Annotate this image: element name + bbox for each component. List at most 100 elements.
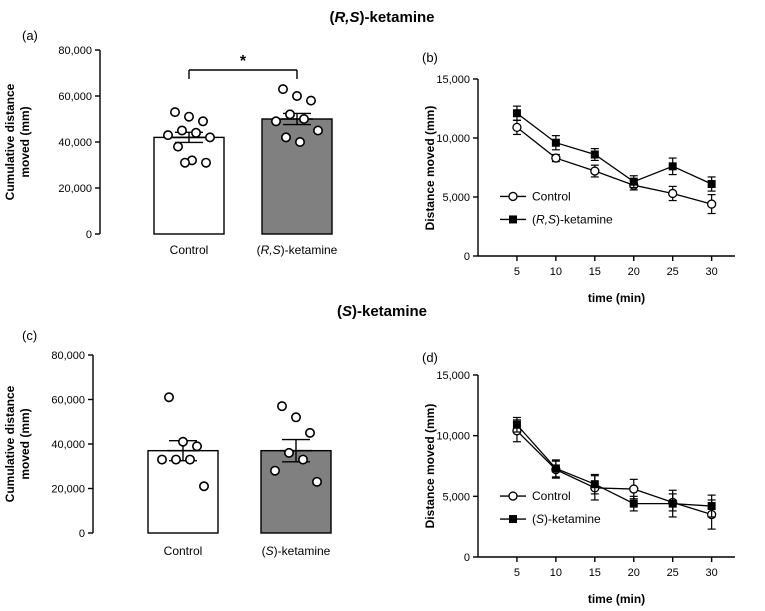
- significance-marker: *: [240, 53, 247, 70]
- data-point: [590, 166, 600, 176]
- data-point: [163, 130, 174, 141]
- y-tick-label: 60,000: [58, 91, 92, 103]
- y-tick-label: 10,000: [436, 133, 470, 145]
- y-tick-label: 5,000: [442, 192, 470, 204]
- data-point: [157, 454, 168, 465]
- data-point: [290, 412, 301, 423]
- x-tick-label: 20: [628, 266, 640, 278]
- data-point: [280, 132, 291, 143]
- data-point: [269, 465, 280, 476]
- data-point: [668, 162, 677, 171]
- data-point: [312, 125, 323, 136]
- data-point: [191, 127, 202, 138]
- x-tick-label: 5: [514, 567, 520, 579]
- data-point: [270, 116, 281, 127]
- data-point: [205, 132, 216, 143]
- panel-label: (a): [22, 28, 38, 43]
- data-point: [512, 122, 522, 133]
- category-label: (R,S)-ketamine: [257, 243, 338, 257]
- legend-label: Control: [532, 489, 571, 503]
- x-tick-label: 15: [589, 567, 601, 579]
- series-line: [516, 126, 712, 205]
- data-point: [192, 441, 203, 452]
- x-tick-label: 25: [667, 567, 679, 579]
- section-title: (S)-ketamine: [337, 303, 427, 320]
- bar: [261, 118, 333, 235]
- data-point: [707, 502, 716, 511]
- y-tick-label: 20,000: [51, 484, 85, 496]
- category-label: Control: [164, 544, 203, 558]
- bar: [153, 136, 225, 235]
- data-point: [170, 107, 181, 118]
- y-tick-label: 80,000: [51, 350, 85, 362]
- data-point: [283, 447, 294, 458]
- y-axis-title-line: moved (mm): [18, 106, 32, 177]
- data-point: [184, 111, 195, 122]
- data-point: [551, 138, 560, 147]
- section-title-part: )-ketamine: [359, 9, 434, 26]
- data-point: [305, 95, 316, 106]
- data-point: [178, 436, 189, 447]
- panel-label: (c): [22, 328, 37, 343]
- data-point: [668, 499, 677, 508]
- data-point: [629, 177, 638, 186]
- data-point: [629, 484, 639, 494]
- legend-label-part: (: [532, 512, 536, 526]
- data-point: [173, 141, 184, 152]
- data-point: [311, 476, 322, 487]
- x-tick-label: 25: [667, 266, 679, 278]
- section-title: (R,S)-ketamine: [329, 9, 434, 26]
- section-title-part: (: [329, 9, 334, 26]
- category-label-part: )-ketamine: [274, 544, 331, 558]
- category-label: (S)-ketamine: [262, 544, 331, 558]
- x-tick-label: 10: [550, 266, 562, 278]
- data-point: [171, 454, 182, 465]
- y-tick-label: 40,000: [51, 439, 85, 451]
- y-tick-label: 10,000: [436, 431, 470, 443]
- category-label-part: (: [262, 544, 266, 558]
- category-label: Control: [170, 243, 209, 257]
- data-point: [180, 157, 191, 168]
- y-axis-title: Distance moved (mm): [423, 404, 437, 529]
- data-point: [185, 454, 196, 465]
- legend-label-part: R,S: [536, 212, 556, 226]
- data-point: [512, 420, 521, 429]
- section-title-part: (: [337, 303, 342, 320]
- data-point: [590, 150, 599, 159]
- data-point: [277, 84, 288, 95]
- y-tick-label: 60,000: [51, 395, 85, 407]
- data-point: [304, 427, 315, 438]
- y-tick-label: 15,000: [436, 370, 470, 382]
- bar: [147, 449, 219, 534]
- data-point: [164, 392, 175, 403]
- category-label-part: )-ketamine: [281, 243, 338, 257]
- x-axis-title: time (min): [588, 592, 645, 606]
- legend-label-part: (: [532, 212, 536, 226]
- y-tick-label: 80,000: [58, 45, 92, 57]
- y-tick-label: 40,000: [58, 137, 92, 149]
- legend-label-part: S: [536, 512, 544, 526]
- section-title-part: S: [342, 303, 352, 320]
- y-axis-title-line: Distance moved (mm): [423, 106, 437, 231]
- data-point: [629, 499, 638, 508]
- y-tick-label: 20,000: [58, 183, 92, 195]
- category-label-part: (: [257, 243, 261, 257]
- data-point: [199, 481, 210, 492]
- legend-label-part: )-ketamine: [544, 512, 601, 526]
- data-point: [707, 180, 716, 189]
- category-label-part: Control: [164, 544, 203, 558]
- y-tick-label: 5,000: [442, 491, 470, 503]
- y-axis-title-line: Distance moved (mm): [423, 404, 437, 529]
- x-tick-label: 15: [589, 266, 601, 278]
- legend-label: (R,S)-ketamine: [532, 212, 613, 226]
- data-point: [298, 114, 309, 125]
- panel-label: (b): [422, 50, 438, 65]
- y-tick-label: 0: [79, 528, 85, 540]
- section-title-part: R,S: [334, 9, 359, 26]
- y-tick-label: 0: [464, 251, 470, 263]
- legend-marker: [509, 215, 517, 224]
- y-axis-title-line: Cumulative distance: [3, 385, 17, 502]
- y-axis-title: Distance moved (mm): [423, 106, 437, 231]
- category-label-part: Control: [170, 243, 209, 257]
